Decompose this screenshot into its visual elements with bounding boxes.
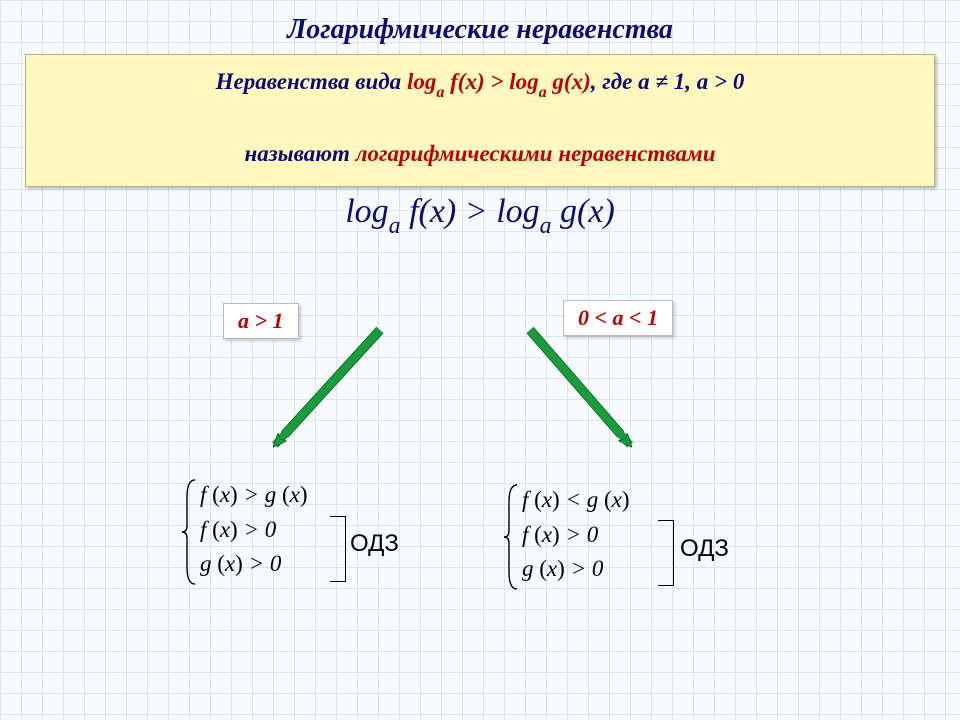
def-gx: g(x) <box>547 69 591 94</box>
main-formula: loga f(x) > loga g(x) <box>0 193 960 237</box>
sys-right-row2: f (x) > 0 <box>522 518 630 553</box>
def-mid: f(x) > log <box>444 69 538 94</box>
def-sub2: a <box>539 84 547 101</box>
brace-right-icon <box>503 483 521 591</box>
mf-g: g(x) <box>552 193 615 230</box>
def-line2a: называют <box>244 141 355 166</box>
bracket-right-icon <box>658 520 674 586</box>
sys-left-row1: f (x) > g (x) <box>200 478 308 513</box>
odz-right: ОДЗ <box>680 535 729 563</box>
odz-left: ОДЗ <box>350 530 399 558</box>
brace-left-icon <box>181 478 199 586</box>
def-line2b: логарифмическими неравенствами <box>356 141 716 166</box>
definition-box: Неравенства вида loga f(x) > loga g(x), … <box>25 54 935 187</box>
slide-content: Логарифмические неравенства Неравенства … <box>0 0 960 720</box>
def-pre: Неравенства вида <box>216 69 407 94</box>
condition-right: 0 < a < 1 <box>563 300 673 336</box>
sys-left-row3: g (x) > 0 <box>200 547 308 582</box>
mf-mid: f(x) > log <box>401 193 540 230</box>
def-log1: log <box>407 69 436 94</box>
arrow-left-icon <box>275 330 380 445</box>
arrow-right-outline <box>530 330 621 434</box>
arrow-right-icon <box>530 330 630 445</box>
def-post: , где а ≠ 1, а > 0 <box>591 69 745 94</box>
mf-log1: log <box>345 193 388 230</box>
mf-sub1: a <box>389 213 401 239</box>
def-sub1: a <box>436 84 444 101</box>
system-left: f (x) > g (x) f (x) > 0 g (x) > 0 <box>200 478 308 582</box>
mf-sub2: a <box>540 213 552 239</box>
sys-left-row2: f (x) > 0 <box>200 513 308 548</box>
system-right: f (x) < g (x) f (x) > 0 g (x) > 0 <box>522 483 630 587</box>
bracket-left-icon <box>330 516 346 582</box>
sys-right-row1: f (x) < g (x) <box>522 483 630 518</box>
arrow-left-outline <box>284 330 380 435</box>
condition-left: a > 1 <box>223 303 299 339</box>
page-title: Логарифмические неравенства <box>0 0 960 46</box>
sys-right-row3: g (x) > 0 <box>522 552 630 587</box>
